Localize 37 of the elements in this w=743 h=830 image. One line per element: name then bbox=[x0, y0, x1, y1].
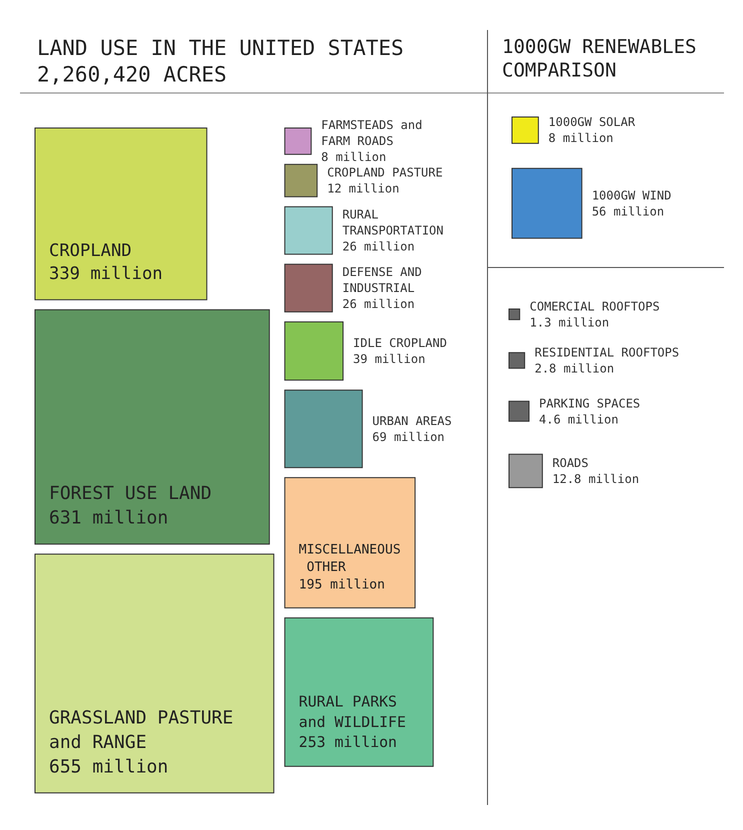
category-label: RURAL TRANSPORTATION bbox=[342, 207, 444, 238]
category-label: DEFENSE AND INDUSTRIAL bbox=[342, 265, 430, 296]
data-label: 339 million bbox=[49, 264, 163, 284]
category-label: IDLE CROPLAND bbox=[353, 336, 447, 350]
data-label: 26 million bbox=[342, 297, 415, 312]
data-label: 8 million bbox=[321, 150, 386, 164]
data-label: 655 million bbox=[49, 756, 168, 778]
text: LAND USE IN THE UNITED STATES bbox=[37, 36, 404, 60]
category-label: 1000GW WIND bbox=[592, 188, 672, 202]
text: 2,260,420 ACRES bbox=[37, 62, 227, 86]
data-label: 1.3 million bbox=[530, 315, 610, 330]
data-label: 12 million bbox=[327, 182, 400, 196]
data-label: 195 million bbox=[298, 578, 385, 593]
category-label: ROADS bbox=[552, 456, 589, 470]
data-label: 8 million bbox=[548, 131, 614, 146]
text: 1000GW RENEWABLES COMPARISON bbox=[502, 36, 708, 82]
category-label: CROPLAND bbox=[49, 240, 132, 261]
data-label: 69 million bbox=[372, 430, 445, 444]
data-label: 39 million bbox=[353, 352, 426, 366]
data-label: 631 million bbox=[49, 508, 168, 528]
data-label: 4.6 million bbox=[539, 412, 618, 426]
category-label: GRASSLAND PASTURE and RANGE bbox=[49, 708, 244, 753]
category-label: COMERCIAL ROOFTOPS bbox=[530, 299, 660, 314]
data-label: 2.8 million bbox=[534, 361, 614, 376]
data-label: 56 million bbox=[592, 204, 664, 218]
category-label: CROPLAND PASTURE bbox=[327, 166, 443, 180]
category-label: MISCELLANEOUS OTHER bbox=[298, 542, 401, 576]
data-label: 253 million bbox=[298, 734, 397, 751]
data-label: 26 million bbox=[342, 239, 415, 254]
category-label: URBAN AREAS bbox=[372, 414, 452, 428]
category-label: 1000GW SOLAR bbox=[548, 115, 636, 130]
category-label: PARKING SPACES bbox=[539, 396, 640, 410]
category-label: RESIDENTIAL ROOFTOPS bbox=[534, 345, 680, 360]
data-label: 12.8 million bbox=[552, 472, 640, 486]
category-label: FARMSTEADS and FARM ROADS bbox=[321, 118, 430, 148]
category-label: FOREST USE LAND bbox=[49, 483, 212, 504]
category-label: RURAL PARKS and WILDLIFE bbox=[298, 694, 406, 731]
